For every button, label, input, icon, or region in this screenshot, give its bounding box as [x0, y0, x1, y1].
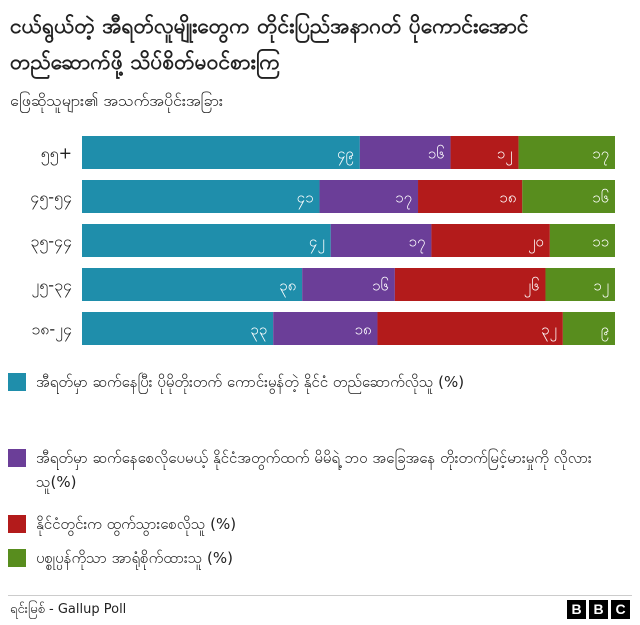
bar-segment — [82, 136, 360, 169]
data-label: ၁၈ — [354, 321, 371, 339]
bbc-logo-letter-3: C — [611, 600, 630, 619]
data-label: ၁၈ — [499, 189, 516, 207]
category-label: ၃၅-၄၄ — [30, 232, 72, 254]
bar-segment — [82, 268, 303, 301]
data-label: ၄၉ — [337, 145, 354, 166]
data-label: ၄၁ — [297, 189, 314, 210]
bar-segment — [549, 224, 615, 257]
data-label: ၄၂ — [309, 233, 325, 254]
bbc-logo-letter-1: B — [567, 600, 586, 619]
data-label: ၂၆ — [524, 277, 540, 298]
legend-label-4: ပစ္စုပ္ပန်ကိုသာ အာရုံစိုက်ထားသူ (%) — [36, 549, 233, 567]
bar-segment — [431, 224, 550, 257]
bar-segment — [82, 224, 331, 257]
data-label: ၁၂ — [497, 145, 513, 166]
bar-segment — [562, 312, 615, 345]
chart-title: ငယ်ရွယ်တဲ့ အီရတ်လူမျိုးတွေက တိုင်းပြည်အန… — [10, 14, 529, 74]
chart-subtitle: ဖြေဆိုသူများ၏ အသက်အပိုင်းအခြား — [10, 91, 223, 110]
legend-label-1: အီရတ်မှာ ဆက်နေပြီး ပိုမိုတိုးတက် ကောင်းမ… — [36, 373, 465, 391]
legend-swatch-3 — [8, 515, 26, 533]
bar-segment — [273, 312, 378, 345]
bar-segment — [394, 268, 546, 301]
bbc-logo-letter-2: B — [589, 600, 608, 619]
category-label: ၂၅-၃၄ — [31, 276, 72, 298]
data-label: ၁၇ — [409, 233, 426, 254]
data-label: ၁၇ — [592, 145, 609, 166]
bbc-logo: B B C — [567, 600, 630, 619]
category-label: ၄၅-၅၄ — [30, 188, 72, 210]
data-label: ၃၈ — [279, 277, 296, 298]
data-label: ၁၇ — [395, 189, 412, 210]
legend-label-2: အီရတ်မှာ ဆက်နေစေလိုပေမယ့် နိုင်ငံအတွက်ထက… — [36, 449, 592, 491]
bar-segment — [522, 180, 615, 213]
legend-swatch-1 — [8, 373, 26, 391]
data-label: ၂၀ — [528, 233, 544, 254]
legend-swatch-2 — [8, 449, 26, 467]
bar-segment — [377, 312, 563, 345]
source-note: ရင်းမြစ် - Gallup Poll — [10, 602, 127, 617]
data-label: ၉ — [601, 321, 609, 342]
bar-segment — [82, 312, 274, 345]
category-label: ၁၈-၂၄ — [31, 320, 72, 342]
bar-segment — [450, 136, 519, 169]
bar-segment — [82, 180, 320, 213]
data-label: ၁၆ — [372, 277, 389, 295]
bar-segment — [418, 180, 523, 213]
bar-segment — [545, 268, 615, 301]
bar-segment — [518, 136, 615, 169]
data-label: ၁၆ — [428, 145, 445, 163]
data-label: ၁၂ — [593, 277, 609, 298]
bar-segment — [302, 268, 395, 301]
data-label: ၁၁ — [592, 233, 609, 251]
bar-segment — [319, 180, 419, 213]
legend-swatch-4 — [8, 549, 26, 567]
bar-segment — [359, 136, 451, 169]
legend-label-3: နိုင်ငံတွင်းက ထွက်သွားစေလိုသူ (%) — [36, 515, 237, 533]
data-label: ၁၆ — [592, 189, 609, 207]
bar-segment — [330, 224, 432, 257]
category-label: ၅၅+ — [41, 144, 72, 166]
data-label: ၃၃ — [250, 321, 267, 342]
footer-divider — [8, 595, 632, 596]
data-label: ၃၂ — [541, 321, 557, 342]
